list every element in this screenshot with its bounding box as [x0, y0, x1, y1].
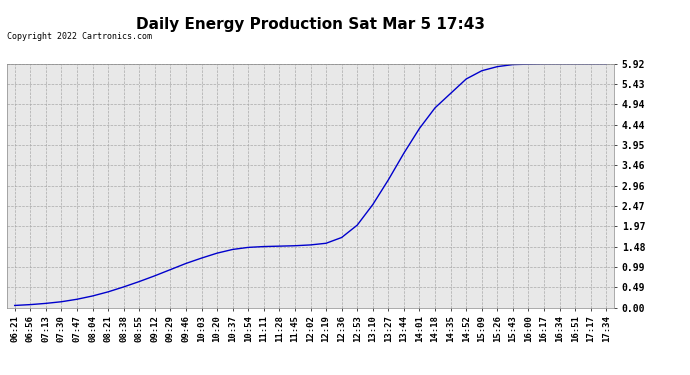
- Power Produced OffPeak(kWh): [509, 62, 517, 67]
- Power Produced OffPeak(kWh): [493, 64, 502, 69]
- Power Produced OffPeak(kWh): [181, 261, 190, 266]
- Power Produced OffPeak(kWh): [477, 69, 486, 73]
- Power Produced OffPeak(kWh): [73, 297, 81, 302]
- Power Produced OffPeak(kWh): [400, 151, 408, 155]
- Power Produced OffPeak(kWh): [462, 77, 471, 81]
- Power Produced OffPeak(kWh): [384, 178, 393, 182]
- Power Produced OffPeak(kWh): [368, 202, 377, 207]
- Text: Daily Energy Production Sat Mar 5 17:43: Daily Energy Production Sat Mar 5 17:43: [136, 17, 485, 32]
- Power Produced OffPeak(kWh): [135, 279, 144, 284]
- Power Produced OffPeak(kWh): [586, 62, 595, 66]
- Power Produced OffPeak(kWh): [602, 62, 611, 66]
- Power Produced OffPeak(kWh): [150, 273, 159, 278]
- Power Produced OffPeak(kWh): [415, 126, 424, 130]
- Power Produced OffPeak(kWh): [197, 256, 206, 260]
- Power Produced OffPeak(kWh): [259, 244, 268, 249]
- Power Produced OffPeak(kWh): [446, 91, 455, 96]
- Line: Power Produced OffPeak(kWh): Power Produced OffPeak(kWh): [14, 64, 607, 306]
- Power Produced OffPeak(kWh): [540, 62, 548, 66]
- Power Produced OffPeak(kWh): [104, 290, 112, 294]
- Power Produced OffPeak(kWh): [555, 62, 564, 66]
- Power Produced OffPeak(kWh): [57, 300, 66, 304]
- Power Produced OffPeak(kWh): [88, 294, 97, 298]
- Power Produced OffPeak(kWh): [337, 235, 346, 240]
- Power Produced OffPeak(kWh): [524, 62, 533, 66]
- Power Produced OffPeak(kWh): [228, 247, 237, 252]
- Power Produced OffPeak(kWh): [275, 244, 284, 248]
- Power Produced OffPeak(kWh): [322, 241, 331, 246]
- Text: Copyright 2022 Cartronics.com: Copyright 2022 Cartronics.com: [7, 32, 152, 41]
- Power Produced OffPeak(kWh): [10, 303, 19, 308]
- Power Produced OffPeak(kWh): [41, 301, 50, 306]
- Power Produced OffPeak(kWh): [119, 285, 128, 289]
- Power Produced OffPeak(kWh): [306, 243, 315, 247]
- Power Produced OffPeak(kWh): [290, 243, 299, 248]
- Power Produced OffPeak(kWh): [244, 245, 253, 250]
- Power Produced OffPeak(kWh): [431, 105, 440, 110]
- Power Produced OffPeak(kWh): [353, 223, 362, 227]
- Power Produced OffPeak(kWh): [571, 62, 580, 66]
- Power Produced OffPeak(kWh): [213, 251, 221, 255]
- Power Produced OffPeak(kWh): [26, 302, 34, 307]
- Power Produced OffPeak(kWh): [166, 267, 175, 272]
